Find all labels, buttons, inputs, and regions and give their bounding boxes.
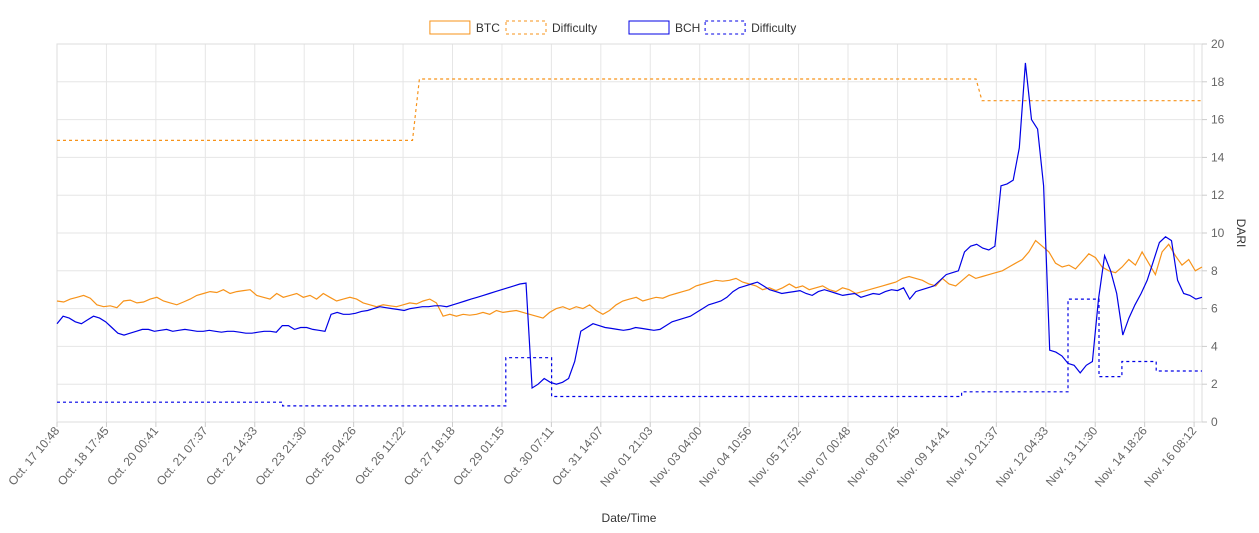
y-tick-label: 18: [1211, 75, 1225, 89]
series-line-2: [56, 62, 1203, 390]
legend-label: Difficulty: [751, 21, 796, 35]
x-tick-label: Oct. 18 17:45: [55, 424, 112, 488]
legend-swatch: [505, 20, 547, 35]
y-tick-label: 20: [1211, 37, 1225, 51]
x-tick-label: Oct. 21 07:37: [154, 424, 211, 488]
legend-swatch: [429, 20, 471, 35]
legend-label: BTC: [476, 21, 500, 35]
series-layer: [56, 62, 1203, 407]
x-tick-label: Oct. 27 18:18: [401, 424, 458, 488]
y-tick-label: 8: [1211, 264, 1218, 278]
series-line-3: [57, 298, 1202, 407]
legend-label: Difficulty: [552, 21, 597, 35]
x-axis-title: Date/Time: [602, 511, 657, 525]
x-tick-label: Oct. 26 11:22: [352, 424, 409, 488]
legend-label: BCH: [675, 21, 700, 35]
legend-item-1[interactable]: Difficulty: [505, 20, 597, 35]
y-tick-label: 16: [1211, 113, 1225, 127]
x-tick-label: Nov. 16 08:12: [1141, 424, 1199, 490]
series-line-1: [57, 78, 1202, 141]
legend-item-0[interactable]: BTC: [429, 20, 500, 35]
x-tick-label: Oct. 20 00:41: [104, 424, 161, 488]
x-tick-label: Oct. 31 14:07: [549, 424, 606, 488]
y-tick-label: 4: [1211, 339, 1218, 353]
legend-item-3[interactable]: Difficulty: [704, 20, 796, 35]
legend-item-2[interactable]: BCH: [628, 20, 700, 35]
y-tick-label: 10: [1211, 226, 1225, 240]
y-tick-label: 6: [1211, 302, 1218, 316]
legend-swatch: [628, 20, 670, 35]
x-tick-label: Oct. 23 21:30: [252, 424, 309, 488]
x-tick-label: Oct. 17 10:48: [5, 424, 62, 488]
x-tick-label: Oct. 25 04:26: [302, 424, 359, 488]
y-tick-label: 12: [1211, 188, 1225, 202]
y-axis-title: DARI: [1234, 219, 1248, 248]
y-axis-ticks: 0 2 4 6 8 10 12 14 16 18 20: [1202, 37, 1225, 429]
x-tick-label: Oct. 22 14:33: [203, 424, 260, 488]
legend-swatch: [704, 20, 746, 35]
y-tick-label: 0: [1211, 415, 1218, 429]
x-tick-label: Oct. 29 01:15: [450, 424, 507, 488]
y-tick-label: 14: [1211, 150, 1225, 164]
legend: BTC Difficulty BCH Difficulty: [429, 20, 796, 35]
y-tick-label: 2: [1211, 377, 1218, 391]
series-line-0: [56, 239, 1203, 319]
x-tick-label: Oct. 30 07:11: [500, 424, 557, 488]
